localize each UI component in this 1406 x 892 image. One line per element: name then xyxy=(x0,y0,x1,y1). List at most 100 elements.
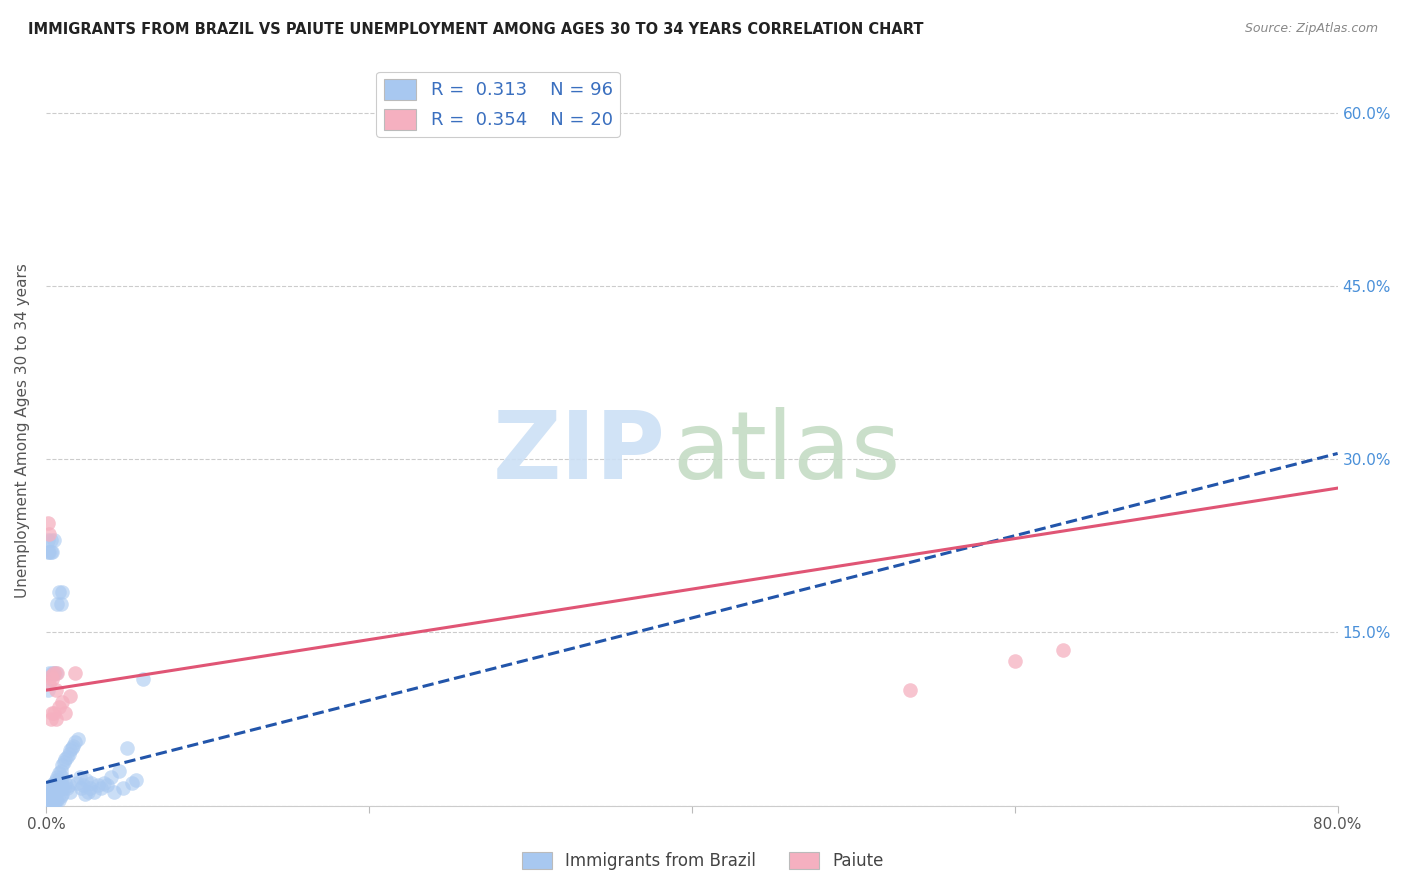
Point xyxy=(37,795,59,809)
Point xyxy=(115,740,138,755)
Legend: R =  0.313    N = 96, R =  0.354    N = 20: R = 0.313 N = 96, R = 0.354 N = 20 xyxy=(377,71,620,136)
Point xyxy=(45,773,67,788)
Point xyxy=(45,683,67,698)
Point xyxy=(1052,642,1074,657)
Point xyxy=(77,785,100,799)
Point xyxy=(38,544,60,558)
Point xyxy=(42,791,65,805)
Point xyxy=(46,665,69,680)
Point xyxy=(53,752,76,766)
Point xyxy=(38,797,60,811)
Point xyxy=(37,797,59,812)
Point xyxy=(59,743,82,757)
Point xyxy=(38,527,60,541)
Point xyxy=(42,706,65,721)
Text: Source: ZipAtlas.com: Source: ZipAtlas.com xyxy=(1244,22,1378,36)
Point xyxy=(38,665,60,680)
Point xyxy=(42,797,65,811)
Point xyxy=(70,781,93,796)
Point xyxy=(121,775,143,789)
Point xyxy=(42,665,65,680)
Point xyxy=(39,785,62,799)
Point xyxy=(59,689,82,703)
Point xyxy=(41,665,63,680)
Point xyxy=(39,712,62,726)
Point xyxy=(38,789,60,804)
Text: IMMIGRANTS FROM BRAZIL VS PAIUTE UNEMPLOYMENT AMONG AGES 30 TO 34 YEARS CORRELAT: IMMIGRANTS FROM BRAZIL VS PAIUTE UNEMPLO… xyxy=(28,22,924,37)
Point xyxy=(38,787,60,801)
Point xyxy=(96,778,118,792)
Point xyxy=(41,787,63,801)
Point xyxy=(898,683,921,698)
Point xyxy=(53,706,76,721)
Text: ZIP: ZIP xyxy=(494,407,666,499)
Point xyxy=(72,778,94,792)
Point xyxy=(48,766,70,780)
Point xyxy=(41,795,63,809)
Point xyxy=(83,785,105,799)
Point xyxy=(60,740,83,755)
Point xyxy=(46,775,69,789)
Point xyxy=(42,533,65,547)
Point xyxy=(100,770,122,784)
Point xyxy=(73,787,96,801)
Point xyxy=(67,731,90,746)
Point xyxy=(49,775,72,789)
Point xyxy=(51,695,73,709)
Point xyxy=(39,533,62,547)
Point xyxy=(37,683,59,698)
Point xyxy=(56,750,79,764)
Point xyxy=(48,781,70,796)
Point xyxy=(39,795,62,809)
Point xyxy=(45,712,67,726)
Point xyxy=(39,669,62,683)
Point xyxy=(63,735,86,749)
Point xyxy=(42,775,65,789)
Point xyxy=(39,544,62,558)
Point xyxy=(37,797,59,811)
Point xyxy=(69,770,91,784)
Point xyxy=(41,778,63,792)
Point xyxy=(45,778,67,792)
Point xyxy=(52,781,75,796)
Point xyxy=(48,793,70,807)
Point xyxy=(48,585,70,599)
Point xyxy=(38,797,60,812)
Point xyxy=(38,795,60,809)
Point xyxy=(37,544,59,558)
Point xyxy=(45,665,67,680)
Point xyxy=(46,770,69,784)
Point xyxy=(48,700,70,714)
Point xyxy=(42,665,65,680)
Point xyxy=(59,785,82,799)
Point xyxy=(39,789,62,804)
Point xyxy=(63,665,86,680)
Point xyxy=(46,785,69,799)
Point xyxy=(41,672,63,686)
Point xyxy=(49,764,72,778)
Point xyxy=(125,773,148,788)
Point xyxy=(112,781,135,796)
Point xyxy=(103,785,125,799)
Point xyxy=(52,755,75,769)
Point xyxy=(132,672,155,686)
Point xyxy=(62,739,84,753)
Point xyxy=(46,793,69,807)
Point xyxy=(51,770,73,784)
Point xyxy=(107,764,129,778)
Point xyxy=(45,785,67,799)
Point xyxy=(49,597,72,611)
Point xyxy=(38,793,60,807)
Point xyxy=(38,677,60,691)
Point xyxy=(58,778,80,792)
Point xyxy=(42,787,65,801)
Point xyxy=(45,793,67,807)
Point xyxy=(58,747,80,761)
Point xyxy=(79,781,101,796)
Point xyxy=(39,781,62,796)
Point xyxy=(51,585,73,599)
Point xyxy=(86,778,108,792)
Point xyxy=(90,781,112,796)
Point xyxy=(80,775,103,789)
Point xyxy=(42,781,65,796)
